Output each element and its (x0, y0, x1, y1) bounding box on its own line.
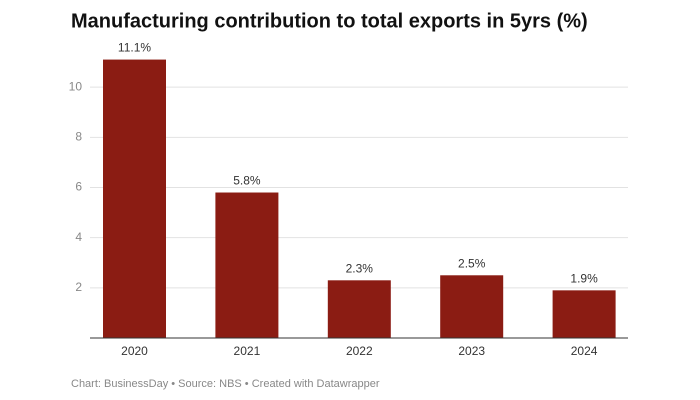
value-label: 11.1% (118, 41, 151, 55)
y-tick-label: 6 (75, 180, 82, 194)
value-label: 5.8% (233, 174, 261, 188)
value-label: 1.9% (570, 272, 598, 286)
y-tick-label: 4 (75, 230, 82, 244)
chart-title: Manufacturing contribution to total expo… (71, 10, 588, 32)
chart-footer: Chart: BusinessDay • Source: NBS • Creat… (71, 378, 380, 390)
x-tick-label: 2020 (121, 344, 148, 358)
x-tick-label: 2021 (234, 344, 261, 358)
value-label: 2.5% (458, 256, 486, 270)
bar (440, 275, 504, 338)
y-tick-label: 10 (69, 79, 83, 93)
x-tick-label: 2024 (571, 344, 598, 358)
bar (552, 290, 616, 338)
bar (327, 280, 391, 338)
y-tick-label: 2 (75, 280, 82, 294)
bar (103, 59, 166, 338)
bar (215, 192, 279, 338)
x-tick-label: 2022 (346, 344, 373, 358)
y-tick-label: 8 (75, 130, 82, 144)
x-tick-label: 2023 (458, 344, 485, 358)
value-label: 2.3% (346, 261, 374, 275)
